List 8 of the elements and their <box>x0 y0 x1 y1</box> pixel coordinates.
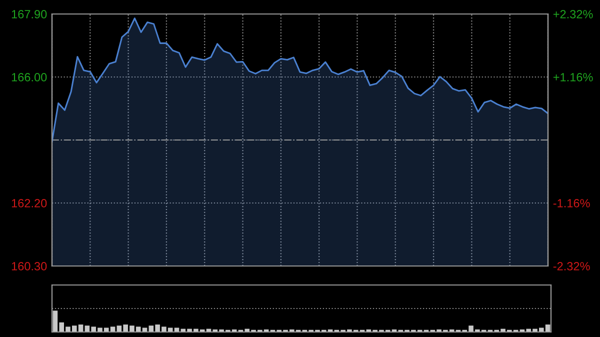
y2-tick-label: +1.16% <box>553 73 593 82</box>
y-tick-label: 167.90 <box>12 10 47 18</box>
y-tick-label: 162.20 <box>12 199 47 208</box>
y2-tick-label: -2.32% <box>553 262 590 270</box>
y-tick-label: 166.00 <box>12 73 47 82</box>
y-tick-label: 160.30 <box>12 262 47 270</box>
y2-tick-label: +2.32% <box>553 10 593 18</box>
y2-tick-label: -1.16% <box>553 199 590 208</box>
